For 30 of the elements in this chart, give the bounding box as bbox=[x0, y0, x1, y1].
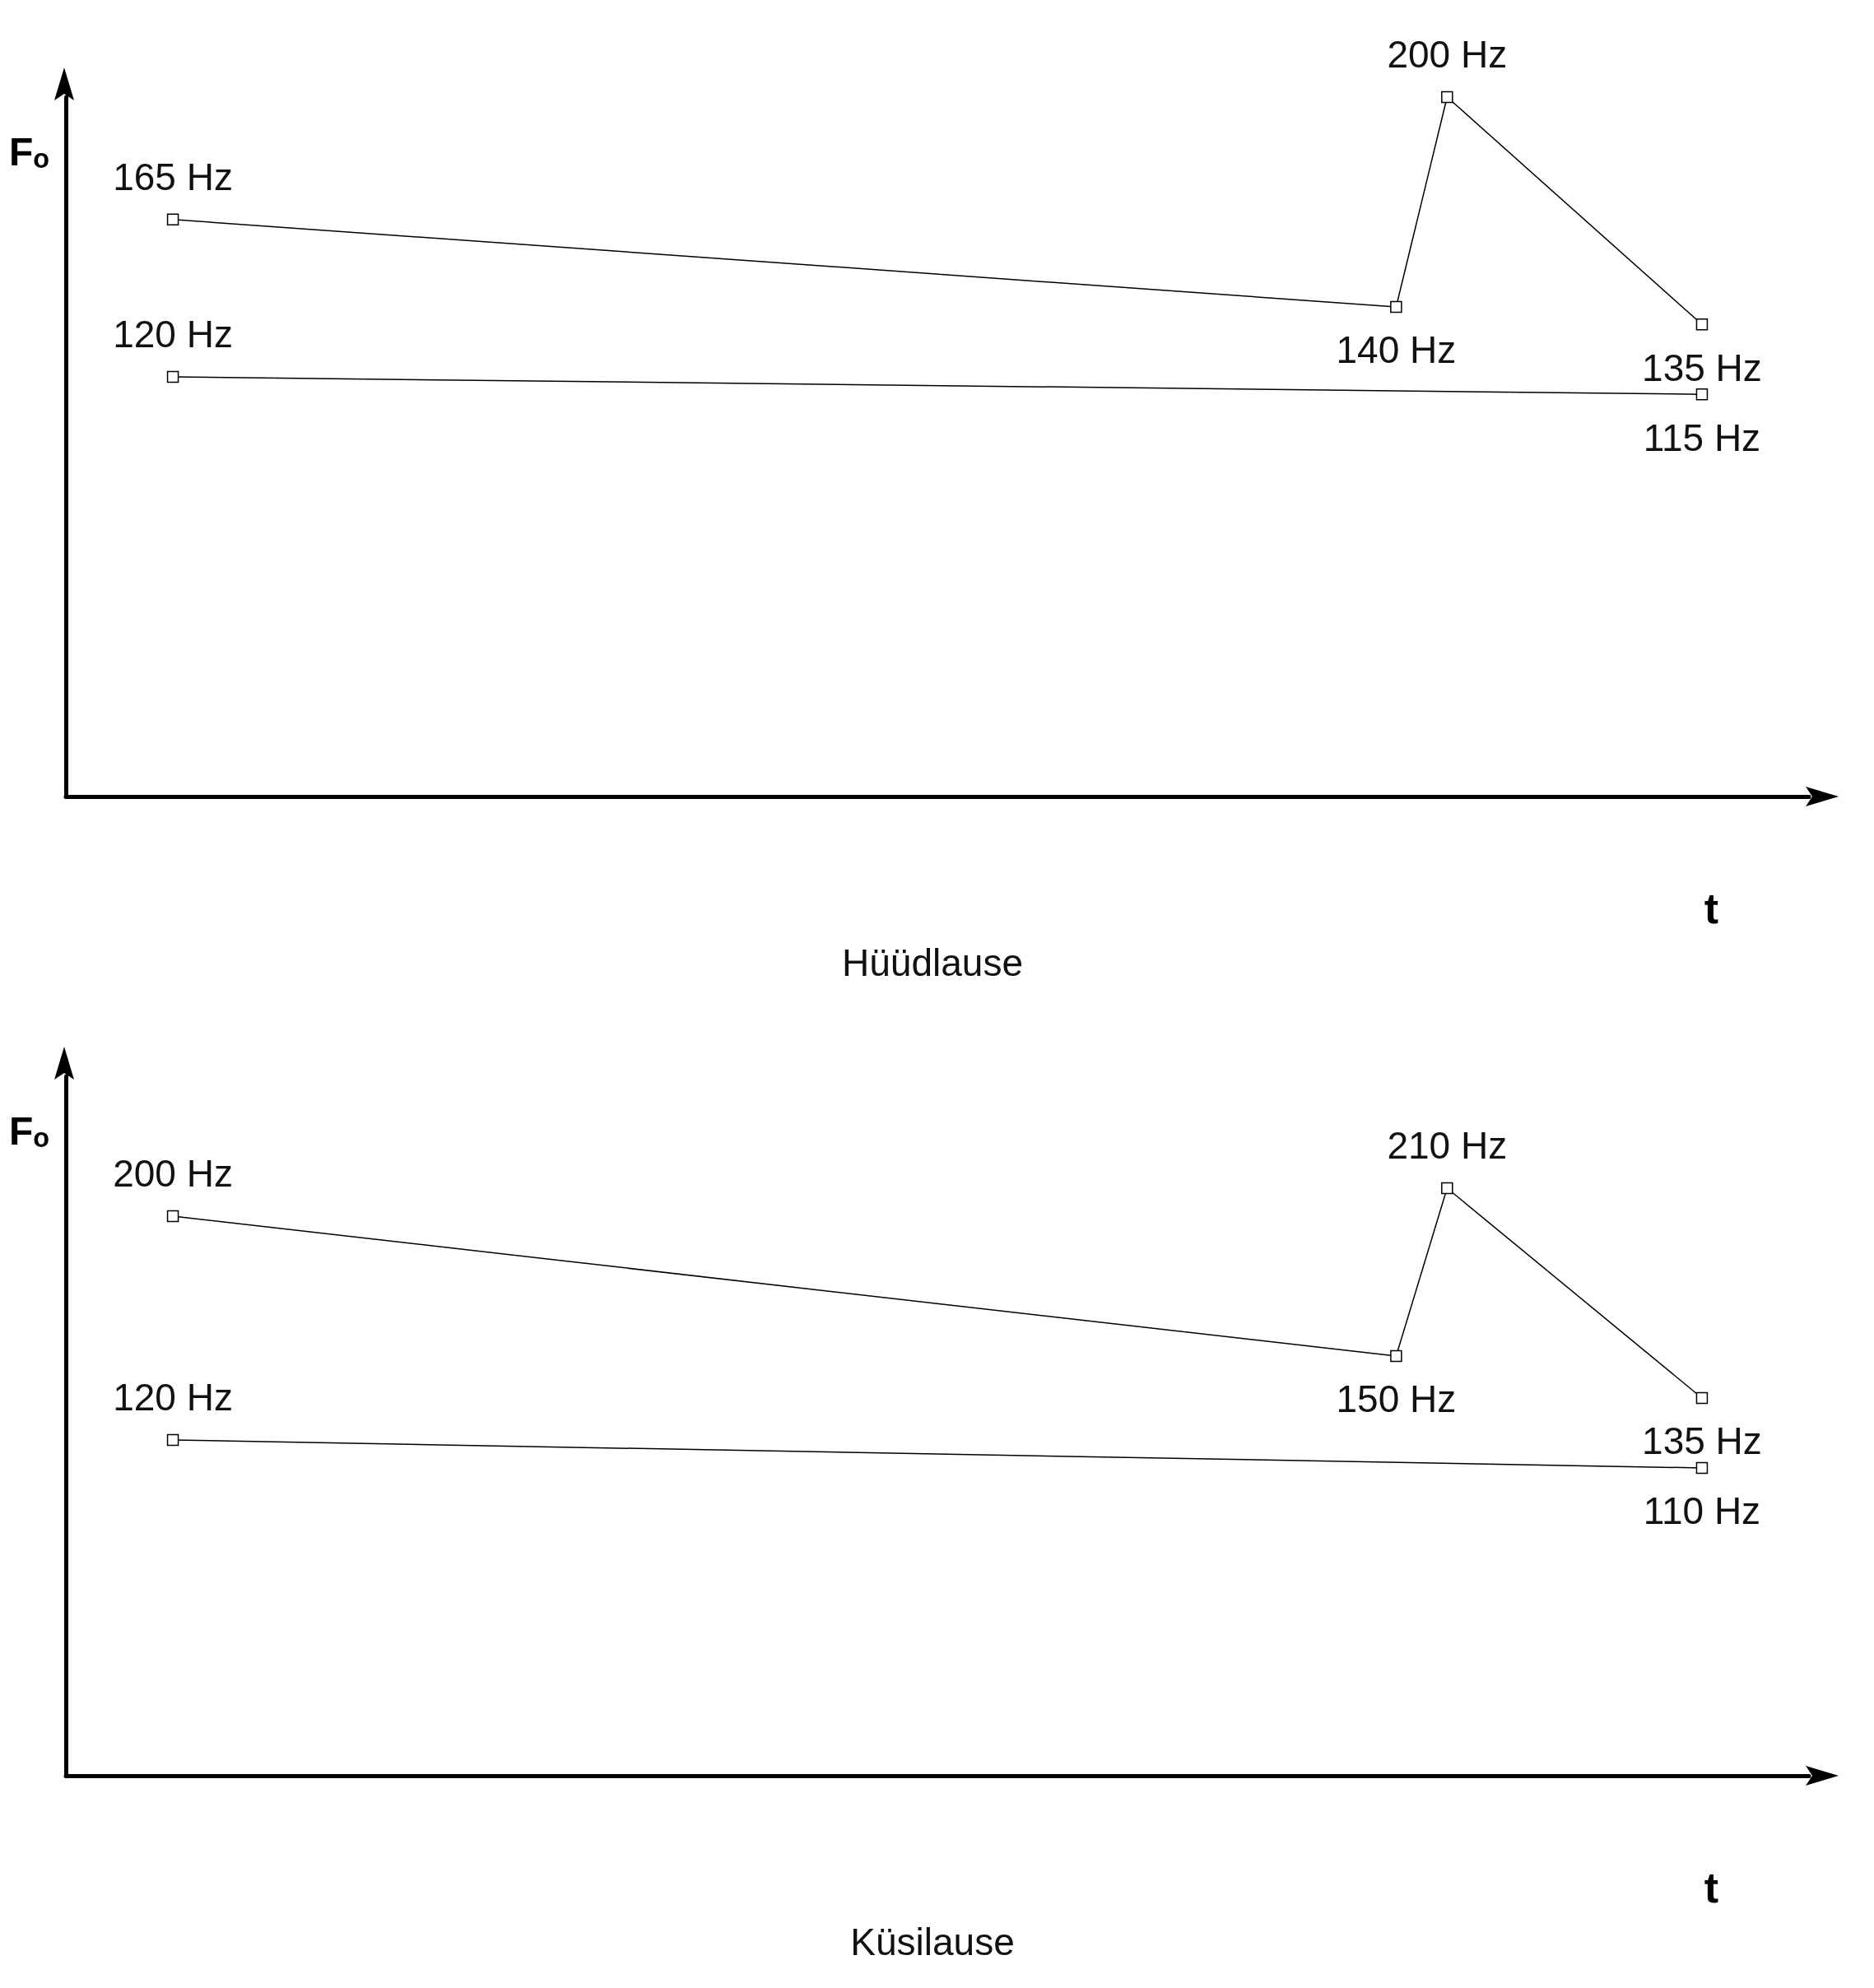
point bbox=[1695, 318, 1709, 331]
data-label: 115 Hz bbox=[1643, 416, 1761, 459]
data-label: 150 Hz bbox=[1336, 1377, 1457, 1421]
data-label: 140 Hz bbox=[1336, 328, 1457, 372]
data-label: 200 Hz bbox=[113, 1151, 233, 1195]
point bbox=[1390, 300, 1402, 314]
data-label: 135 Hz bbox=[1642, 346, 1762, 389]
point bbox=[1695, 388, 1709, 401]
data-label: 165 Hz bbox=[113, 155, 233, 198]
y-axis-title: Fₒ bbox=[8, 129, 50, 174]
point bbox=[166, 213, 179, 225]
data-label: 210 Hz bbox=[1387, 1123, 1508, 1167]
x-axis-title: t bbox=[1704, 885, 1718, 932]
data-label: 135 Hz bbox=[1642, 1419, 1762, 1463]
point bbox=[1695, 1391, 1709, 1405]
data-label: 110 Hz bbox=[1643, 1489, 1761, 1533]
point bbox=[166, 1210, 179, 1223]
data-label: 120 Hz bbox=[113, 1375, 233, 1419]
data-label: 200 Hz bbox=[1387, 32, 1508, 76]
point bbox=[1390, 1349, 1402, 1363]
point bbox=[166, 370, 179, 383]
text: Hüüdlause bbox=[842, 941, 1023, 984]
y-axis-title: Fₒ bbox=[8, 1108, 50, 1153]
x-axis-title: t bbox=[1704, 1864, 1718, 1911]
point bbox=[1441, 91, 1453, 104]
data-label: 120 Hz bbox=[113, 312, 233, 355]
point bbox=[1441, 1182, 1453, 1195]
point bbox=[166, 1433, 179, 1447]
text: Küsilause bbox=[850, 1921, 1015, 1963]
point bbox=[1695, 1461, 1709, 1475]
